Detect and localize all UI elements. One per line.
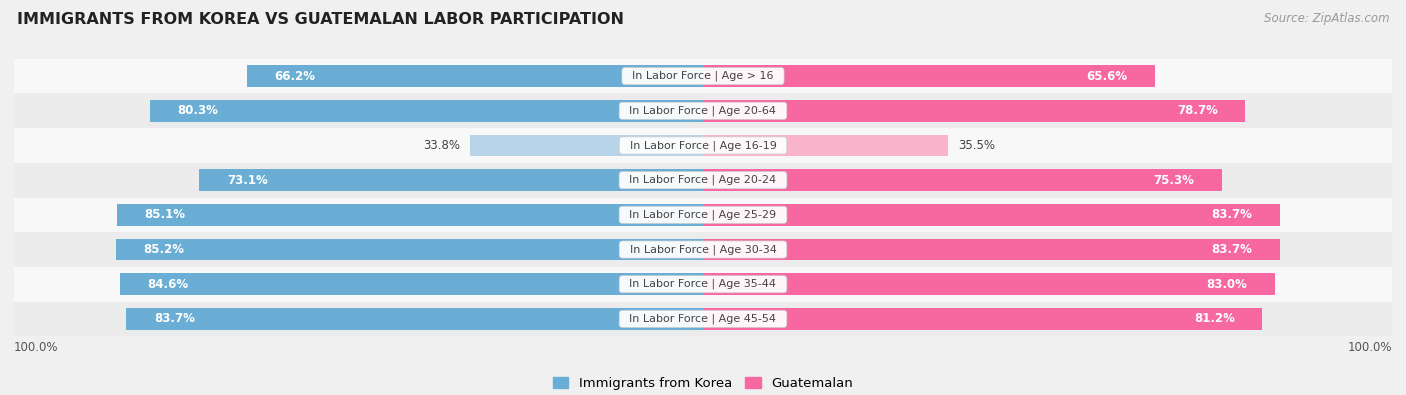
Bar <box>703 135 948 156</box>
Text: In Labor Force | Age 35-44: In Labor Force | Age 35-44 <box>623 279 783 290</box>
Bar <box>14 198 1392 232</box>
Text: 83.7%: 83.7% <box>153 312 195 325</box>
Bar <box>14 59 1392 94</box>
Text: 65.6%: 65.6% <box>1087 70 1128 83</box>
Bar <box>703 239 1279 260</box>
Bar <box>127 308 703 330</box>
Bar <box>703 273 1275 295</box>
Bar <box>120 273 703 295</box>
Text: 83.7%: 83.7% <box>1211 208 1253 221</box>
Text: 75.3%: 75.3% <box>1153 174 1194 187</box>
Text: 83.0%: 83.0% <box>1206 278 1247 291</box>
Text: 80.3%: 80.3% <box>177 104 218 117</box>
Text: In Labor Force | Age 20-64: In Labor Force | Age 20-64 <box>623 105 783 116</box>
Bar <box>200 169 703 191</box>
Bar <box>14 232 1392 267</box>
Bar <box>14 301 1392 336</box>
Text: 81.2%: 81.2% <box>1194 312 1234 325</box>
Bar <box>150 100 703 122</box>
Text: 78.7%: 78.7% <box>1177 104 1218 117</box>
Text: In Labor Force | Age 20-24: In Labor Force | Age 20-24 <box>623 175 783 185</box>
Text: 73.1%: 73.1% <box>226 174 267 187</box>
Text: In Labor Force | Age 30-34: In Labor Force | Age 30-34 <box>623 244 783 255</box>
Text: Source: ZipAtlas.com: Source: ZipAtlas.com <box>1264 12 1389 25</box>
Bar <box>470 135 703 156</box>
Bar <box>117 204 703 226</box>
Bar <box>703 204 1279 226</box>
Bar <box>14 128 1392 163</box>
Text: In Labor Force | Age 45-54: In Labor Force | Age 45-54 <box>623 314 783 324</box>
Text: In Labor Force | Age 16-19: In Labor Force | Age 16-19 <box>623 140 783 151</box>
Bar <box>14 94 1392 128</box>
Text: 85.1%: 85.1% <box>145 208 186 221</box>
Bar <box>14 267 1392 301</box>
Text: 35.5%: 35.5% <box>957 139 995 152</box>
Bar <box>117 239 703 260</box>
Bar <box>14 163 1392 198</box>
Text: 85.2%: 85.2% <box>143 243 184 256</box>
Text: IMMIGRANTS FROM KOREA VS GUATEMALAN LABOR PARTICIPATION: IMMIGRANTS FROM KOREA VS GUATEMALAN LABO… <box>17 12 624 27</box>
Bar <box>703 308 1263 330</box>
Text: 83.7%: 83.7% <box>1211 243 1253 256</box>
Bar <box>703 169 1222 191</box>
Text: 100.0%: 100.0% <box>1347 341 1392 354</box>
Bar <box>247 65 703 87</box>
Text: 100.0%: 100.0% <box>14 341 59 354</box>
Text: In Labor Force | Age > 16: In Labor Force | Age > 16 <box>626 71 780 81</box>
Text: 66.2%: 66.2% <box>274 70 315 83</box>
Bar <box>703 100 1246 122</box>
Legend: Immigrants from Korea, Guatemalan: Immigrants from Korea, Guatemalan <box>547 372 859 395</box>
Text: 33.8%: 33.8% <box>423 139 460 152</box>
Text: 84.6%: 84.6% <box>148 278 188 291</box>
Text: In Labor Force | Age 25-29: In Labor Force | Age 25-29 <box>623 210 783 220</box>
Bar <box>703 65 1154 87</box>
